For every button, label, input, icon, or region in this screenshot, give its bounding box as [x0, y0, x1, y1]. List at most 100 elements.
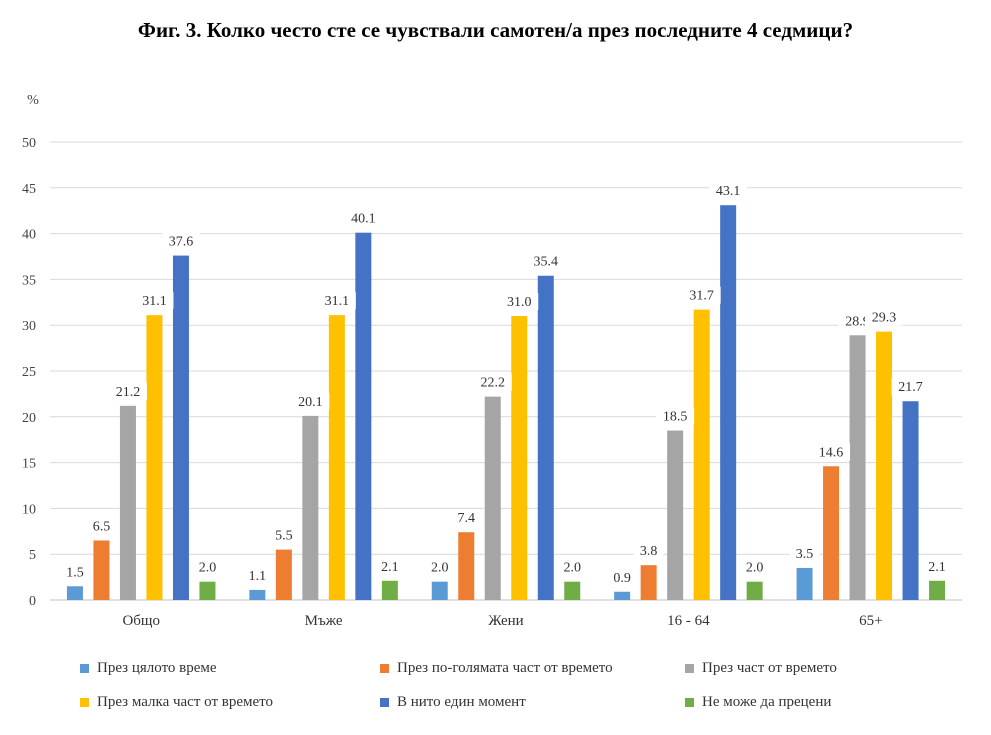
data-label: 2.0	[746, 561, 764, 576]
data-label-background	[473, 373, 512, 391]
data-label-background	[739, 558, 770, 576]
bar	[172, 255, 189, 601]
x-tick-label: 65+	[859, 613, 882, 629]
data-label: 43.1	[716, 184, 741, 199]
x-tick-label: Мъже	[305, 613, 343, 629]
data-label-background	[192, 558, 223, 576]
data-label-background	[374, 557, 405, 575]
data-label-background	[291, 392, 330, 410]
x-tick-label: Общо	[122, 613, 160, 629]
data-label: 35.4	[534, 255, 559, 270]
data-label-background	[812, 443, 851, 461]
bar	[667, 430, 684, 600]
data-label: 29.3	[872, 311, 897, 326]
x-tick-label: 16 - 64	[667, 613, 710, 629]
data-label: 2.0	[431, 561, 449, 576]
data-label-background	[709, 182, 748, 200]
bar	[381, 580, 398, 600]
data-label: 0.9	[613, 571, 631, 586]
legend-item: През част от времето	[685, 660, 837, 677]
bar	[849, 335, 866, 600]
data-label: 2.0	[199, 561, 217, 576]
bar	[275, 549, 292, 600]
data-label: 20.1	[298, 395, 323, 410]
data-label: 3.8	[640, 544, 658, 559]
chart-title: Фиг. 3. Колко често сте се чувствали сам…	[137, 18, 854, 42]
data-label: 31.7	[689, 289, 714, 304]
x-tick-label: Жени	[488, 613, 523, 629]
data-label-background	[135, 292, 174, 310]
legend-label: Не може да прецени	[702, 694, 832, 710]
data-label-background	[865, 308, 904, 326]
legend-swatch	[80, 698, 89, 707]
bar	[614, 591, 631, 600]
data-label: 18.5	[663, 410, 688, 425]
data-label: 31.0	[507, 295, 532, 310]
bar	[302, 415, 319, 600]
data-label-background	[891, 378, 930, 396]
data-label: 28.9	[845, 314, 870, 329]
data-label-background	[451, 509, 482, 527]
data-label-background	[161, 232, 200, 250]
data-label: 14.6	[819, 445, 844, 460]
bar	[431, 581, 448, 600]
y-tick-label: 30	[22, 319, 36, 334]
data-label-background	[789, 544, 820, 562]
bar	[458, 532, 475, 600]
bar	[484, 396, 501, 600]
data-label: 21.2	[116, 385, 141, 400]
data-label: 2.1	[928, 560, 946, 575]
data-label: 21.7	[898, 380, 923, 395]
bar	[640, 565, 657, 600]
bar	[746, 581, 763, 600]
legend-label: През по-голямата част от времето	[397, 660, 613, 676]
legend-label: През цялото време	[97, 660, 217, 676]
bar	[876, 331, 893, 600]
y-tick-label: 35	[22, 273, 36, 288]
bar	[328, 315, 345, 600]
data-label-background	[86, 517, 117, 535]
data-label-background	[424, 558, 455, 576]
legend-item: През цялото време	[80, 660, 217, 677]
y-tick-label: 10	[22, 502, 36, 517]
data-label-background	[557, 558, 588, 576]
bar	[66, 586, 83, 600]
data-label: 2.0	[564, 561, 582, 576]
gridlines	[50, 141, 962, 601]
data-label-background	[108, 382, 147, 400]
y-tick-label: 50	[22, 136, 36, 151]
y-axis: 0 5 10 15 20 25 30 35 40 45 50%	[22, 93, 39, 609]
data-label: 31.1	[325, 294, 350, 309]
y-tick-label: 15	[22, 457, 36, 472]
bar	[929, 580, 946, 600]
legend-item: През по-голямата част от времето	[380, 660, 613, 677]
data-label-background	[922, 557, 953, 575]
bar	[823, 466, 840, 600]
data-label-background	[317, 292, 356, 310]
data-label-background	[344, 209, 383, 227]
data-label-background	[682, 286, 721, 304]
y-tick-label: 45	[22, 182, 36, 197]
bar	[146, 315, 163, 600]
bar	[902, 401, 919, 600]
data-label: 2.1	[381, 560, 399, 575]
data-label: 3.5	[796, 547, 814, 562]
legend-swatch	[380, 698, 389, 707]
bar	[355, 232, 372, 600]
bars	[66, 205, 946, 601]
legend-swatch	[685, 664, 694, 673]
data-label-background	[656, 407, 695, 425]
x-axis: Общо Мъже Жени 16 - 64 65+	[122, 613, 882, 629]
data-label: 31.1	[142, 294, 167, 309]
bar	[511, 316, 528, 600]
data-label: 40.1	[351, 212, 376, 227]
data-label-background	[500, 293, 539, 311]
bar	[93, 540, 110, 600]
legend-swatch	[80, 664, 89, 673]
data-label-background	[607, 568, 638, 586]
bar	[249, 589, 266, 600]
legend-swatch	[685, 698, 694, 707]
bar	[119, 405, 136, 600]
legend-item: Не може да прецени	[685, 694, 831, 711]
